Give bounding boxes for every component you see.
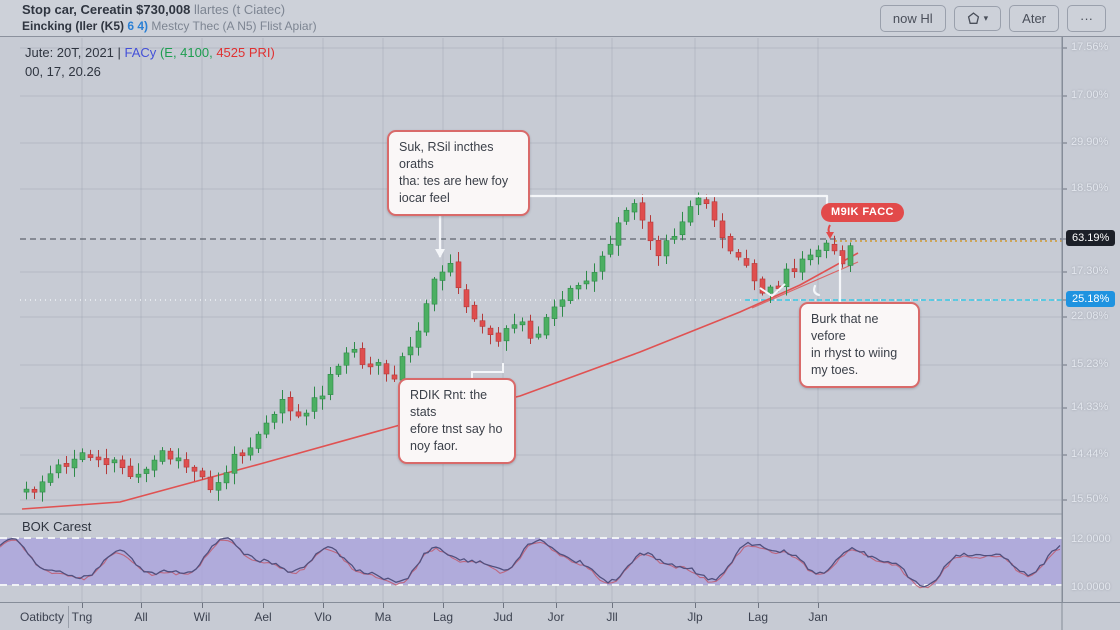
- price-axis-label: 17.00%: [1071, 89, 1109, 101]
- symbol-header: Stop car, Cereatin $730,008 llartes (t C…: [22, 2, 317, 33]
- time-axis-tick: [323, 603, 324, 608]
- price-axis-label: 15.23%: [1071, 358, 1109, 370]
- alert-button[interactable]: Ater: [1009, 4, 1059, 32]
- time-axis-tick: [263, 603, 264, 608]
- price-axis-label: 15.50%: [1071, 493, 1109, 505]
- time-axis-label: Jor: [547, 610, 565, 624]
- now-button-label: now Hl: [892, 10, 933, 26]
- home-dropdown-button[interactable]: ▾: [953, 5, 1002, 31]
- chart-legend: Jute: 20T, 2021 | FACy (E, 4100, 4525 PR…: [25, 44, 275, 82]
- legend-symbol: FACy: [124, 45, 157, 60]
- price-axis-label: 14.33%: [1071, 401, 1109, 413]
- annotation-callout-3: Burk that ne vefore in rhyst to wiing my…: [799, 302, 920, 388]
- legend-date: Jute: 20T, 2021 |: [25, 45, 121, 60]
- time-axis-tick: [443, 603, 444, 608]
- now-button[interactable]: now Hl: [879, 4, 946, 32]
- symbol-subtitle: Eincking (Iler (K5) 6 4) Mestcy Thec (A …: [22, 19, 317, 34]
- symbol-title: Stop car, Cereatin $730,008 llartes (t C…: [22, 2, 317, 18]
- time-axis-tick: [82, 603, 83, 608]
- price-axis-label: 18.50%: [1071, 182, 1109, 194]
- alert-button-label: Ater: [1022, 10, 1046, 26]
- time-axis-tick: [202, 603, 203, 608]
- time-axis-divider: [68, 606, 69, 628]
- time-axis-tick: [383, 603, 384, 608]
- header-bar: Stop car, Cereatin $730,008 llartes (t C…: [0, 0, 1120, 37]
- time-axis-label: All: [134, 610, 148, 624]
- more-options-button[interactable]: ···: [1067, 4, 1106, 32]
- indicator-axis-label: 10.0000: [1071, 581, 1111, 593]
- level-price-badge: 25.18%: [1066, 291, 1116, 307]
- symbol-subtitle-main: Eincking (Iler (K5): [22, 18, 125, 33]
- symbol-subtitle-accent: 6 4): [127, 18, 149, 33]
- time-axis-label: Tng: [71, 610, 93, 624]
- legend-values-green: (E, 4100,: [159, 45, 213, 60]
- annotation-callout-1: Suk, RSil incthes oraths tha: tes are he…: [387, 130, 530, 216]
- time-axis-label: Ael: [254, 610, 272, 624]
- legend-line-1: Jute: 20T, 2021 | FACy (E, 4100, 4525 PR…: [25, 44, 275, 63]
- price-axis[interactable]: 17.56% 17.00% 29.90% 18.50% 17.30% 22.08% 15.2…: [1062, 37, 1120, 602]
- last-price-badge: 63.19%: [1066, 230, 1116, 246]
- time-axis-tick: [556, 603, 557, 608]
- time-axis-tick: [141, 603, 142, 608]
- time-axis-label: Jlp: [687, 610, 703, 624]
- time-axis-label: Lag: [432, 610, 454, 624]
- indicator-title: BOK Carest: [22, 519, 92, 534]
- indicator-axis-label: 12.0000: [1071, 533, 1111, 545]
- time-axis-label: Jan: [808, 610, 828, 624]
- symbol-subtitle-sub: Mestcy Thec (A N5) Flist Apiar): [151, 18, 317, 33]
- time-axis-corner-label: Oatibcty: [20, 610, 65, 624]
- time-axis-label: Vlo: [314, 610, 332, 624]
- time-axis-tick: [612, 603, 613, 608]
- time-axis-label: Ma: [374, 610, 392, 624]
- time-axis-label: Jll: [606, 610, 618, 624]
- legend-values-red: 4525 PRI): [216, 45, 275, 60]
- time-axis-label: Jud: [493, 610, 513, 624]
- signal-flag-badge: M9IK FACC: [821, 203, 904, 222]
- time-axis-tick: [758, 603, 759, 608]
- time-axis-tick: [818, 603, 819, 608]
- symbol-title-sub: llartes (t Ciatec): [194, 2, 286, 18]
- price-axis-label: 14.44%: [1071, 448, 1109, 460]
- ellipsis-icon: ···: [1080, 10, 1093, 26]
- symbol-title-main: Stop car, Cereatin $730,008: [22, 2, 191, 18]
- price-axis-label: 22.08%: [1071, 310, 1109, 322]
- chevron-down-icon: ▾: [983, 12, 989, 23]
- price-axis-label: 17.30%: [1071, 265, 1109, 277]
- annotation-callout-2: RDIK Rnt: the stats efore tnst say ho no…: [398, 378, 516, 464]
- time-axis-tick: [695, 603, 696, 608]
- header-actions: now Hl ▾ Ater ···: [879, 4, 1106, 32]
- price-axis-label: 29.90%: [1071, 136, 1109, 148]
- time-axis-label: Lag: [747, 610, 769, 624]
- price-axis-label: 17.56%: [1071, 41, 1109, 53]
- time-axis-tick: [503, 603, 504, 608]
- legend-line-2: 00, 17, 20.26: [25, 63, 101, 79]
- time-axis-label: Wil: [193, 610, 211, 624]
- home-icon: [967, 11, 980, 25]
- time-axis[interactable]: Oatibcty Tng All Wil Ael Vlo Ma Lag Jud Jor Jll Jl…: [0, 602, 1120, 630]
